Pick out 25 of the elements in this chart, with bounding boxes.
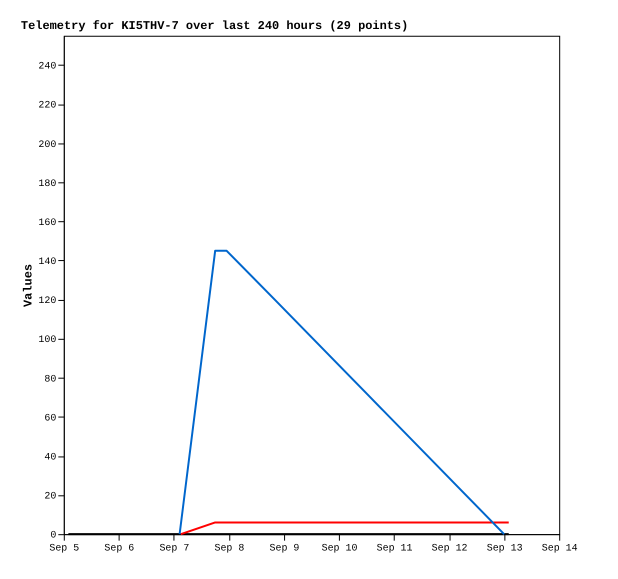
y-tick-label: 80 bbox=[44, 373, 56, 384]
x-tick-label: Sep 5 bbox=[49, 542, 80, 554]
y-tick-label: 240 bbox=[38, 60, 56, 72]
x-tick-label: Sep 12 bbox=[432, 542, 468, 554]
y-tick-label: 200 bbox=[38, 138, 56, 150]
y-tick-label: 180 bbox=[38, 178, 56, 189]
x-tick-label: Sep 8 bbox=[214, 542, 244, 554]
y-tick-label: 20 bbox=[44, 490, 56, 502]
y-tick-label: 40 bbox=[44, 451, 56, 462]
y-tick-label: 60 bbox=[44, 412, 56, 424]
x-tick-label: Sep 9 bbox=[270, 542, 300, 554]
x-tick-label: Sep 6 bbox=[104, 542, 134, 554]
x-tick-label: Sep 10 bbox=[322, 542, 358, 554]
y-tick-label: 100 bbox=[38, 334, 56, 346]
chart-title: Telemetry for KI5THV-7 over last 240 hours (29 points) bbox=[20, 18, 408, 33]
y-tick-label: 140 bbox=[38, 256, 56, 268]
x-tick-label: Sep 14 bbox=[542, 542, 578, 554]
y-tick-label: 0 bbox=[50, 530, 56, 541]
x-tick-label: Sep 7 bbox=[159, 542, 190, 554]
y-tick-label: 160 bbox=[38, 216, 56, 228]
y-tick-label: 220 bbox=[38, 100, 56, 111]
x-tick-label: Sep 13 bbox=[486, 542, 523, 554]
x-tick-label: Sep 11 bbox=[376, 542, 412, 554]
y-axis-title: Values bbox=[21, 264, 36, 308]
y-tick-label: 120 bbox=[38, 295, 56, 306]
